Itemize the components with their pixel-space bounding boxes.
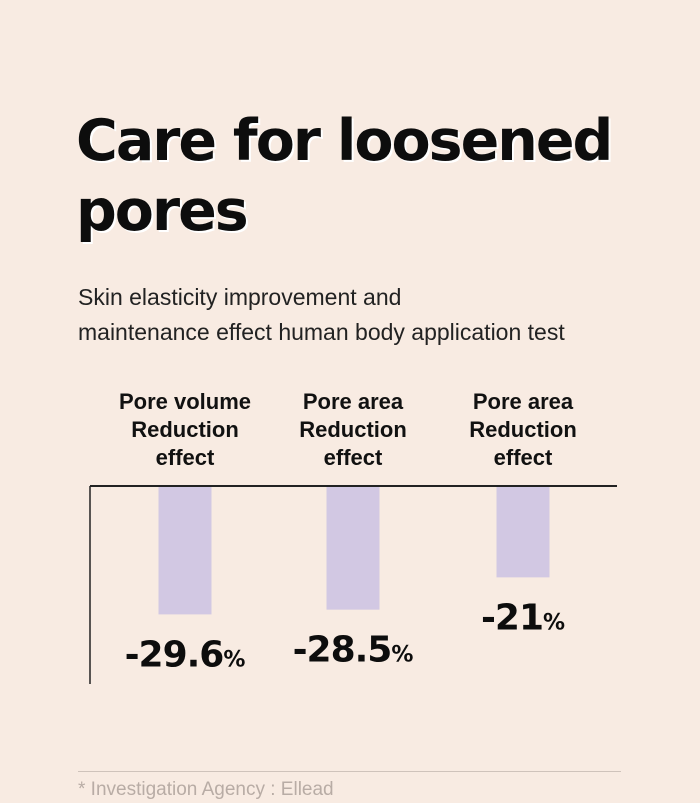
subtitle-line: maintenance effect human body applicatio… <box>78 319 565 345</box>
bar-2 <box>496 487 550 578</box>
value-label-0: -29.6% <box>125 634 246 675</box>
page-title: Care for loosened pores <box>76 106 676 246</box>
page-subtitle: Skin elasticity improvement and maintena… <box>78 280 678 350</box>
bar-0 <box>158 487 212 615</box>
title-line: Care for loosened <box>76 108 613 174</box>
footnote: * Investigation Agency : Ellead <box>78 779 334 800</box>
category-label-pore-volume: Pore volume Reduction effect <box>118 389 252 470</box>
bar-1 <box>326 487 380 610</box>
category-label-pore-area-2: Pore area Reduction effect <box>469 389 577 470</box>
footer-divider <box>78 771 621 772</box>
value-label-2: -21% <box>481 597 565 638</box>
value-label-1: -28.5% <box>293 630 414 671</box>
category-label-pore-area-1: Pore area Reduction effect <box>299 389 407 470</box>
subtitle-line: Skin elasticity improvement and <box>78 284 402 310</box>
title-line: pores <box>76 178 249 244</box>
